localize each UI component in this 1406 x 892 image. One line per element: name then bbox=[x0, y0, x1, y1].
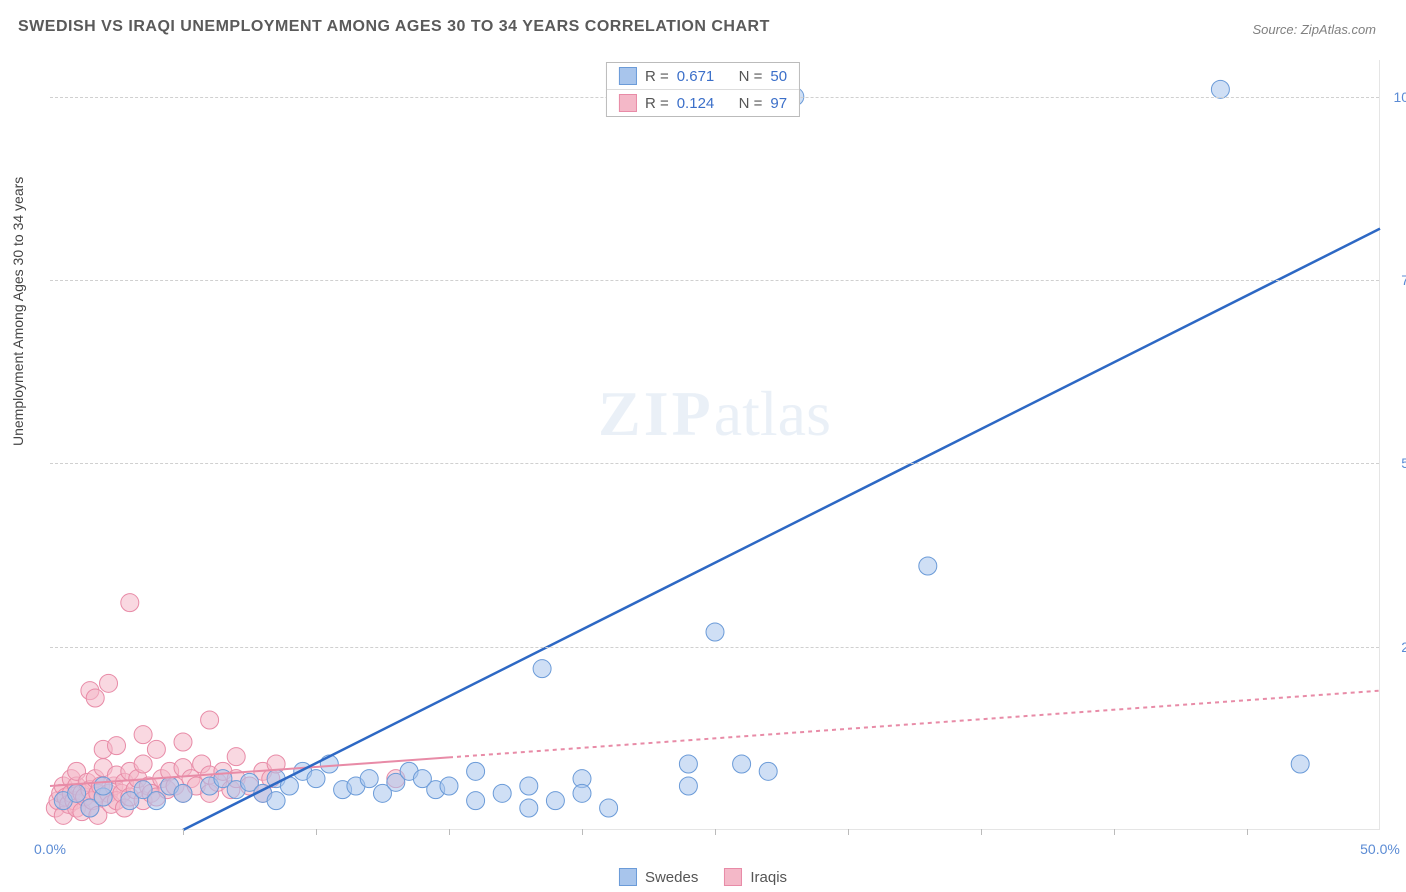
data-point bbox=[86, 689, 104, 707]
r-value: 0.124 bbox=[677, 95, 715, 112]
chart-title: SWEDISH VS IRAQI UNEMPLOYMENT AMONG AGES… bbox=[18, 18, 770, 36]
data-point bbox=[1291, 755, 1309, 773]
n-value: 50 bbox=[770, 68, 787, 85]
x-tick-minor bbox=[981, 829, 982, 835]
data-point bbox=[919, 557, 937, 575]
data-point bbox=[174, 733, 192, 751]
data-point bbox=[94, 777, 112, 795]
data-point bbox=[600, 799, 618, 817]
data-point bbox=[520, 799, 538, 817]
gridline-h bbox=[50, 463, 1379, 464]
chart-canvas bbox=[50, 60, 1379, 829]
legend-label: Iraqis bbox=[750, 869, 787, 886]
n-label: N = bbox=[739, 68, 763, 85]
regression-line bbox=[183, 229, 1380, 830]
data-point bbox=[121, 594, 139, 612]
data-point bbox=[100, 674, 118, 692]
stats-legend-row: R = 0.124 N = 97 bbox=[607, 89, 799, 116]
gridline-h bbox=[50, 647, 1379, 648]
r-value: 0.671 bbox=[677, 68, 715, 85]
x-tick-minor bbox=[183, 829, 184, 835]
y-tick-label: 75.0% bbox=[1401, 272, 1406, 288]
y-tick-label: 100.0% bbox=[1394, 89, 1406, 105]
data-point bbox=[1211, 80, 1229, 98]
data-point bbox=[108, 737, 126, 755]
x-tick-minor bbox=[449, 829, 450, 835]
legend-item: Swedes bbox=[619, 868, 698, 886]
data-point bbox=[267, 792, 285, 810]
data-point bbox=[706, 623, 724, 641]
data-point bbox=[360, 770, 378, 788]
data-point bbox=[467, 792, 485, 810]
data-point bbox=[134, 755, 152, 773]
r-label: R = bbox=[645, 95, 669, 112]
x-tick-label: 50.0% bbox=[1360, 841, 1400, 857]
n-value: 97 bbox=[770, 95, 787, 112]
data-point bbox=[201, 711, 219, 729]
data-point bbox=[227, 748, 245, 766]
data-point bbox=[134, 726, 152, 744]
stats-legend: R = 0.671 N = 50 R = 0.124 N = 97 bbox=[606, 62, 800, 117]
data-point bbox=[679, 755, 697, 773]
data-point bbox=[467, 762, 485, 780]
y-tick-label: 50.0% bbox=[1401, 455, 1406, 471]
data-point bbox=[520, 777, 538, 795]
data-point bbox=[733, 755, 751, 773]
legend-item: Iraqis bbox=[724, 868, 787, 886]
legend-swatch bbox=[619, 868, 637, 886]
y-axis-label: Unemployment Among Ages 30 to 34 years bbox=[10, 177, 26, 446]
legend-swatch bbox=[619, 94, 637, 112]
x-tick-minor bbox=[715, 829, 716, 835]
data-point bbox=[68, 784, 86, 802]
x-tick-minor bbox=[1114, 829, 1115, 835]
data-point bbox=[533, 660, 551, 678]
data-point bbox=[307, 770, 325, 788]
x-tick-minor bbox=[582, 829, 583, 835]
source-attribution: Source: ZipAtlas.com bbox=[1252, 22, 1376, 37]
data-point bbox=[546, 792, 564, 810]
gridline-h bbox=[50, 280, 1379, 281]
n-label: N = bbox=[739, 95, 763, 112]
x-tick-minor bbox=[848, 829, 849, 835]
data-point bbox=[573, 784, 591, 802]
r-label: R = bbox=[645, 68, 669, 85]
x-tick-label: 0.0% bbox=[34, 841, 66, 857]
legend-label: Swedes bbox=[645, 869, 698, 886]
data-point bbox=[493, 784, 511, 802]
y-tick-label: 25.0% bbox=[1401, 639, 1406, 655]
stats-legend-row: R = 0.671 N = 50 bbox=[607, 63, 799, 89]
x-tick-minor bbox=[316, 829, 317, 835]
regression-line-dashed bbox=[449, 691, 1380, 758]
data-point bbox=[174, 784, 192, 802]
data-point bbox=[759, 762, 777, 780]
data-point bbox=[679, 777, 697, 795]
legend-swatch bbox=[724, 868, 742, 886]
data-point bbox=[147, 740, 165, 758]
plot-area: ZIPatlas 25.0%50.0%75.0%100.0%0.0%50.0% bbox=[50, 60, 1380, 830]
data-point bbox=[440, 777, 458, 795]
legend-swatch bbox=[619, 67, 637, 85]
data-point bbox=[147, 792, 165, 810]
series-legend: Swedes Iraqis bbox=[619, 868, 787, 886]
x-tick-minor bbox=[1247, 829, 1248, 835]
